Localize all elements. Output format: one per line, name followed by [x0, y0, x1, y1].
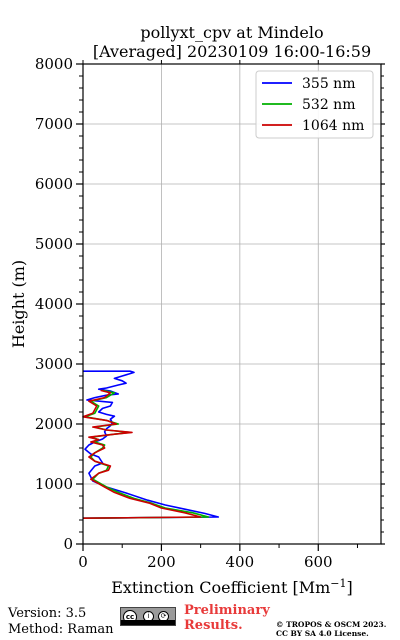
x-tick-label: 200: [147, 553, 176, 571]
y-tick-label: 0: [63, 535, 73, 553]
y-tick-label: 6000: [35, 175, 73, 193]
x-tick-label: 400: [226, 553, 255, 571]
y-tick-label: 2000: [35, 415, 73, 433]
y-tick-label: 7000: [35, 115, 73, 133]
y-axis-label: Height (m): [9, 260, 28, 348]
legend-box: [255, 70, 374, 139]
series-layer: [82, 370, 220, 519]
method-text: Method: Raman: [8, 622, 114, 637]
y-tick-label: 4000: [35, 295, 73, 313]
footer-info: Version: 3.5 Method: Raman: [8, 606, 114, 638]
chart-title: pollyxt_cpv at Mindelo: [140, 23, 323, 42]
version-text: Version: 3.5: [8, 606, 87, 621]
series-line-3: [82, 389, 202, 519]
legend: 355 nm 532 nm 1064 nm: [255, 70, 374, 139]
chart-subtitle: [Averaged] 20230109 16:00-16:59: [93, 42, 371, 61]
preliminary-label: Preliminary Results.: [184, 603, 270, 633]
y-tick-label: 8000: [35, 55, 73, 73]
x-axis-label: Extinction Coefficient [Mm−1]: [111, 577, 353, 597]
y-tick-label: 3000: [35, 355, 73, 373]
legend-label-3: 1064 nm: [302, 118, 364, 134]
legend-label-2: 532 nm: [302, 97, 355, 113]
x-tick-label: 0: [78, 553, 88, 571]
y-tick-label: 5000: [35, 235, 73, 253]
x-tick-label: 600: [304, 553, 333, 571]
copyright-text: © TROPOS & OSCM 2023. CC BY SA 4.0 Licen…: [276, 620, 387, 638]
legend-label-1: 355 nm: [302, 76, 355, 92]
cc-license-icon: cc i ⟳: [120, 607, 176, 626]
y-tick-label: 1000: [35, 475, 73, 493]
ticks: 0 200 400 600010002000300040005000600070008…: [35, 55, 385, 571]
